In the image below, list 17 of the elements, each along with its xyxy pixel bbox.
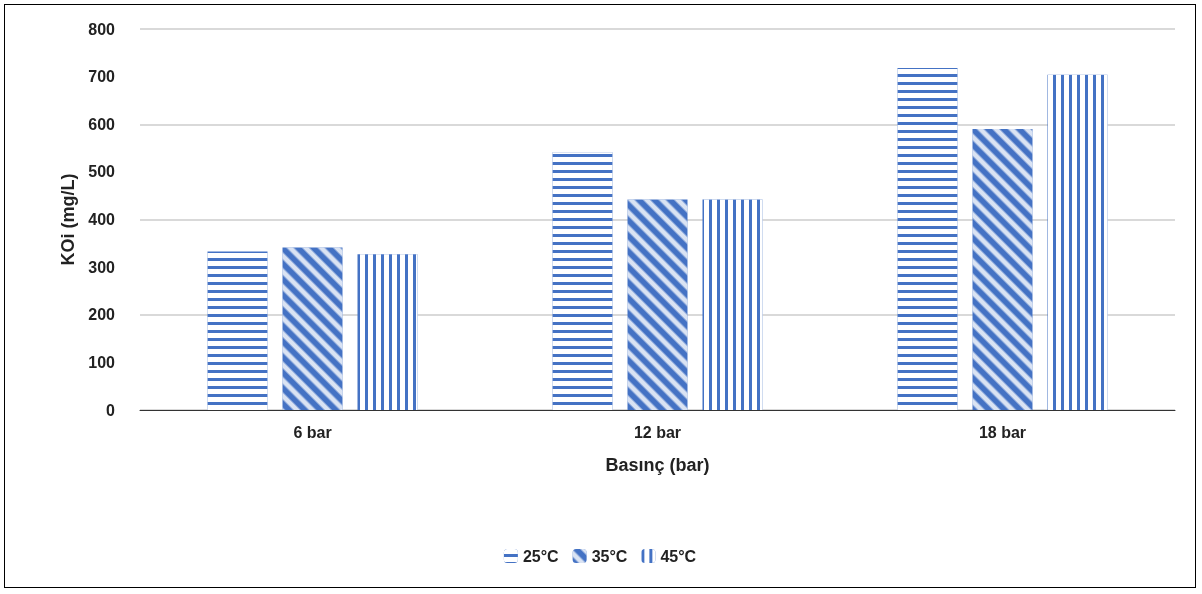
y-tick-label: 0	[106, 401, 116, 419]
y-tick-label: 100	[88, 353, 116, 371]
y-tick-label: 700	[88, 68, 116, 86]
x-tick-label: 12 bar	[633, 423, 682, 441]
y-tick-label: 200	[88, 306, 116, 324]
legend-label: 25°C	[522, 547, 560, 565]
legend-label: 35°C	[591, 547, 628, 565]
legend-label: 45°C	[660, 547, 697, 565]
x-axis-title: Basınç (bar)	[605, 455, 710, 475]
y-tick-label: 600	[88, 115, 116, 133]
y-tick-label: 800	[88, 20, 116, 38]
y-tick-label: 500	[88, 163, 116, 181]
x-tick-label: 18 bar	[978, 423, 1027, 441]
y-axis-title: KOi (mg/L)	[58, 173, 79, 266]
y-tick-label: 300	[88, 258, 116, 276]
x-tick-label: 6 bar	[293, 423, 332, 441]
y-tick-label: 400	[88, 211, 116, 228]
